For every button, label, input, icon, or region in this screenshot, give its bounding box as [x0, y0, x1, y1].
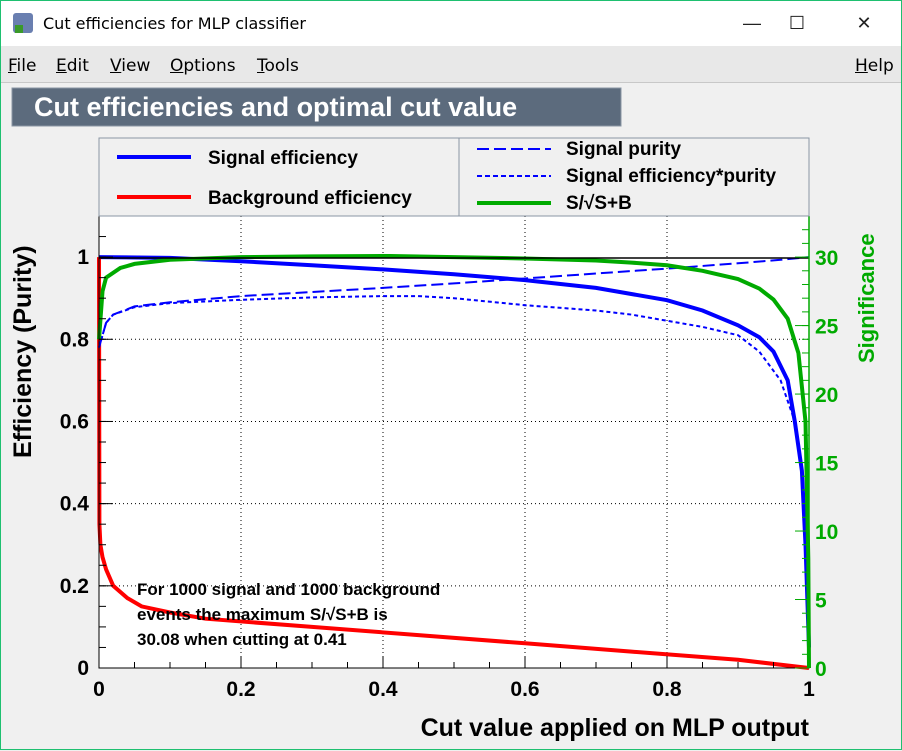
- y-tick-label: 0.4: [60, 493, 90, 516]
- series-background-efficiency: [97, 257, 810, 670]
- menu-tools[interactable]: Tools: [257, 56, 299, 76]
- x-tick-label: 0: [93, 678, 105, 701]
- series-s-s-b: [97, 253, 811, 669]
- legend-signal-efficiency: Signal efficiency: [208, 148, 358, 169]
- x-tick-label: 0.4: [368, 678, 398, 701]
- y2-tick-label: 20: [815, 384, 838, 407]
- x-tick-label: 0.2: [226, 678, 255, 701]
- menu-file[interactable]: File: [8, 56, 37, 76]
- legend-significance: S/√S+B: [566, 193, 632, 214]
- x-tick-label: 0.6: [510, 678, 539, 701]
- annotation-line-3: 30.08 when cutting at 0.41: [137, 630, 347, 649]
- y2-tick-label: 15: [815, 453, 839, 476]
- legend-eff-purity: Signal efficiency*purity: [566, 166, 777, 187]
- legend-background-efficiency: Background efficiency: [208, 188, 412, 209]
- series-signal-efficiency-purity: [98, 295, 810, 648]
- x-tick-label: 1: [803, 678, 815, 701]
- y2-tick-label: 30: [815, 247, 838, 270]
- y2-tick-label: 25: [815, 316, 839, 339]
- y2-tick-label: 10: [815, 521, 838, 544]
- minimize-button[interactable]: —: [743, 12, 761, 33]
- annotation-line-1: For 1000 signal and 1000 background: [137, 580, 440, 599]
- title-bar: Cut efficiencies for MLP classifier — ☐ …: [1, 1, 901, 46]
- y2-tick-label: 5: [815, 590, 827, 613]
- y-tick-label: 0: [77, 657, 89, 680]
- maximize-button[interactable]: ☐: [788, 12, 806, 33]
- menu-help[interactable]: Help: [855, 56, 894, 76]
- y2-axis-label: Significance: [854, 233, 879, 363]
- x-tick-label: 0.8: [652, 678, 682, 701]
- y-tick-label: 0.6: [60, 410, 89, 433]
- menu-options[interactable]: Options: [170, 56, 236, 76]
- menu-edit[interactable]: Edit: [56, 56, 89, 76]
- y2-tick-label: 0: [815, 658, 827, 681]
- menu-bar: File Edit View Options Tools Help: [1, 46, 901, 83]
- chart-title: Cut efficiencies and optimal cut value: [34, 92, 517, 122]
- chart-title-box: [11, 87, 622, 127]
- menu-view[interactable]: View: [110, 56, 151, 76]
- y-tick-label: 0.2: [60, 575, 89, 598]
- y-axis-label: Efficiency (Purity): [9, 245, 37, 458]
- y-tick-label: 1: [77, 246, 89, 269]
- window-title: Cut efficiencies for MLP classifier: [43, 14, 306, 33]
- y-tick-label: 0.8: [60, 328, 90, 351]
- close-button[interactable]: ✕: [856, 12, 872, 33]
- x-axis-label: Cut value applied on MLP output: [421, 714, 810, 742]
- annotation-line-2: events the maximum S/√S+B is: [137, 605, 388, 624]
- legend-box: [98, 137, 810, 217]
- app-icon: [13, 13, 33, 33]
- legend-signal-purity: Signal purity: [566, 139, 682, 160]
- plot-area: [99, 216, 809, 668]
